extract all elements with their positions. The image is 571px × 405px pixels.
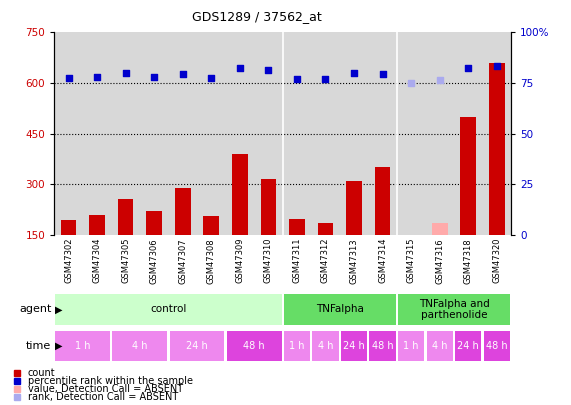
Text: GSM47308: GSM47308 (207, 238, 216, 284)
Text: ▶: ▶ (55, 341, 63, 351)
Point (292, 75, 301, 82)
Text: 24 h: 24 h (343, 341, 365, 351)
Text: 1 h: 1 h (75, 341, 91, 351)
Text: GSM47316: GSM47316 (435, 238, 444, 284)
Point (349, 70, 359, 76)
Bar (55, 330, 110, 361)
Text: GSM47305: GSM47305 (121, 238, 130, 284)
Bar (61, 220, 77, 235)
Text: 4 h: 4 h (317, 341, 333, 351)
Text: GDS1289 / 37562_at: GDS1289 / 37562_at (192, 10, 322, 23)
Bar (460, 117, 476, 235)
Bar (432, 223, 448, 235)
Text: GSM47313: GSM47313 (349, 238, 359, 284)
Bar (398, 330, 424, 361)
Text: GSM47309: GSM47309 (235, 238, 244, 284)
Point (178, 70, 187, 77)
Point (93, 74, 102, 80)
Text: 48 h: 48 h (243, 341, 265, 351)
Bar (232, 154, 248, 235)
Bar (170, 330, 224, 361)
Text: agent: agent (19, 305, 51, 314)
Text: count: count (28, 367, 55, 377)
Bar (341, 330, 367, 361)
Text: value, Detection Call = ABSENT: value, Detection Call = ABSENT (28, 384, 183, 394)
Text: TNFalpha and
parthenolide: TNFalpha and parthenolide (419, 298, 489, 320)
Point (435, 77, 444, 83)
Text: ▶: ▶ (55, 305, 63, 314)
Text: 1 h: 1 h (403, 341, 419, 351)
Text: 48 h: 48 h (486, 341, 508, 351)
Text: control: control (150, 305, 187, 314)
Text: 24 h: 24 h (186, 341, 208, 351)
Text: GSM47307: GSM47307 (178, 238, 187, 284)
Text: GSM47306: GSM47306 (150, 238, 159, 284)
Point (150, 74, 159, 80)
Bar (118, 200, 134, 235)
Bar (284, 330, 310, 361)
Text: GSM47311: GSM47311 (292, 238, 301, 284)
Text: rank, Detection Call = ABSENT: rank, Detection Call = ABSENT (28, 392, 178, 402)
Bar (175, 188, 191, 235)
Text: time: time (26, 341, 51, 351)
Bar (289, 219, 305, 235)
Point (235, 64, 244, 71)
Text: TNFalpha: TNFalpha (316, 305, 364, 314)
Point (207, 75, 216, 81)
Text: 48 h: 48 h (372, 341, 393, 351)
Bar (260, 179, 276, 235)
Point (321, 76, 330, 82)
Bar (403, 235, 419, 242)
Text: 4 h: 4 h (432, 341, 448, 351)
Bar (146, 211, 162, 235)
Text: 24 h: 24 h (457, 341, 479, 351)
Point (464, 64, 473, 71)
Text: percentile rank within the sample: percentile rank within the sample (28, 375, 193, 386)
Text: GSM47315: GSM47315 (407, 238, 416, 284)
Bar (369, 330, 396, 361)
Text: 4 h: 4 h (132, 341, 148, 351)
Text: GSM47304: GSM47304 (93, 238, 102, 284)
Text: GSM47320: GSM47320 (492, 238, 501, 284)
Bar (484, 330, 510, 361)
Point (121, 70, 130, 76)
Bar (427, 330, 453, 361)
Text: 1 h: 1 h (289, 341, 305, 351)
Bar (317, 223, 333, 235)
Point (407, 80, 416, 86)
Bar (203, 216, 219, 235)
Text: GSM47314: GSM47314 (378, 238, 387, 284)
Bar (346, 181, 362, 235)
Bar (55, 294, 282, 325)
Text: GSM47312: GSM47312 (321, 238, 330, 284)
Text: GSM47310: GSM47310 (264, 238, 273, 284)
Bar (375, 167, 391, 235)
Point (378, 70, 387, 77)
Point (264, 67, 273, 73)
Text: GSM47302: GSM47302 (64, 238, 73, 284)
Bar (312, 330, 339, 361)
Bar (398, 294, 510, 325)
Bar (489, 63, 505, 235)
Text: GSM47318: GSM47318 (464, 238, 473, 284)
Bar (89, 215, 105, 235)
Bar (284, 294, 396, 325)
Bar (455, 330, 481, 361)
Point (492, 63, 501, 69)
Bar (227, 330, 282, 361)
Point (64, 75, 73, 81)
Bar (112, 330, 167, 361)
